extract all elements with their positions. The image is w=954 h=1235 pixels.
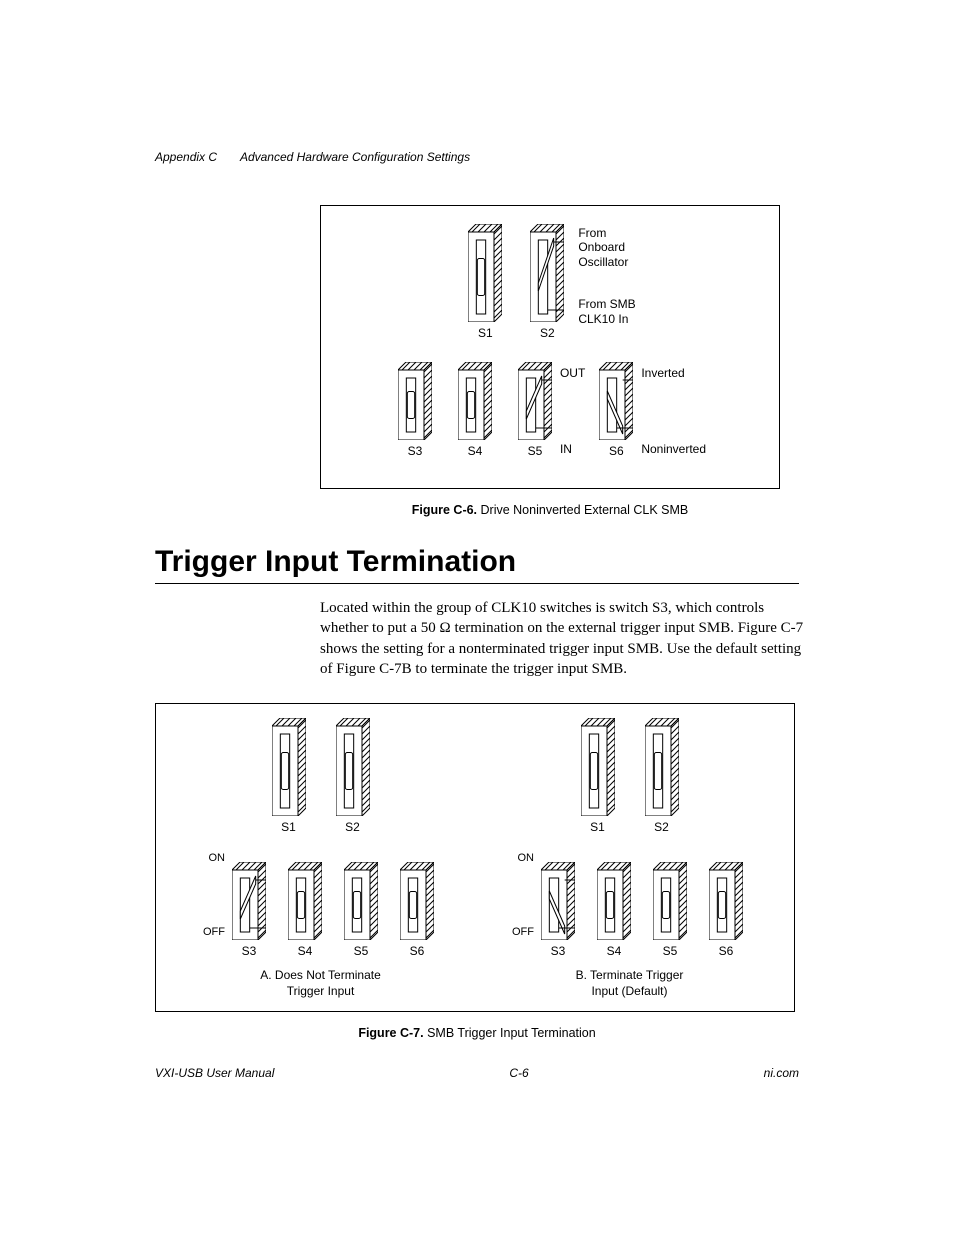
figure-c6-box: S1 S2 From Onboard Oscillator From SMB C… bbox=[320, 205, 780, 489]
switch-s2: S2 bbox=[530, 224, 564, 340]
switch-s1: S1 bbox=[468, 224, 502, 340]
figure-c7-caption: Figure C-7. SMB Trigger Input Terminatio… bbox=[155, 1026, 799, 1040]
switch-a-s2: S2 bbox=[336, 718, 370, 834]
switch-b-s3: S3 bbox=[541, 862, 575, 958]
running-header: Appendix C Advanced Hardware Configurati… bbox=[155, 150, 470, 164]
panel-a-caption: A. Does Not Terminate Trigger Input bbox=[260, 968, 381, 999]
switch-b-s5: S5 bbox=[653, 862, 687, 958]
switch-a-s6: S6 bbox=[400, 862, 434, 958]
footer-left: VXI-USB User Manual bbox=[155, 1066, 274, 1080]
figure-label: Figure C-6. bbox=[412, 503, 481, 517]
body-paragraph: Located within the group of CLK10 switch… bbox=[320, 598, 805, 679]
on-label: ON bbox=[203, 852, 225, 864]
section-heading: Trigger Input Termination bbox=[155, 545, 799, 584]
panel-b-caption: B. Terminate Trigger Input (Default) bbox=[576, 968, 684, 999]
side-labels-s6: Inverted Noninverted bbox=[637, 362, 706, 478]
side-label-noninverted: Noninverted bbox=[641, 442, 706, 456]
switch-a-s4: S4 bbox=[288, 862, 322, 958]
switch-label: S5 bbox=[528, 444, 543, 458]
side-labels-s2: From Onboard Oscillator From SMB CLK10 I… bbox=[578, 224, 635, 344]
switch-b-s6: S6 bbox=[709, 862, 743, 958]
switch-label: S2 bbox=[654, 820, 669, 834]
side-label-bottom: From SMB CLK10 In bbox=[578, 297, 635, 326]
figure-text: SMB Trigger Input Termination bbox=[427, 1026, 596, 1040]
switch-s3: S3 bbox=[398, 362, 432, 458]
side-label-in: IN bbox=[560, 442, 585, 456]
side-label-top: From Onboard Oscillator bbox=[578, 226, 635, 269]
appendix-title: Advanced Hardware Configuration Settings bbox=[240, 150, 470, 164]
switch-a-s5: S5 bbox=[344, 862, 378, 958]
switch-label: S6 bbox=[609, 444, 624, 458]
side-label-inverted: Inverted bbox=[641, 366, 706, 380]
panel-b: S1 S2 ON OFF bbox=[475, 718, 784, 999]
switch-label: S4 bbox=[468, 444, 483, 458]
side-labels-s5: OUT IN bbox=[556, 362, 585, 478]
switch-s4: S4 bbox=[458, 362, 492, 458]
switch-label: S5 bbox=[354, 944, 369, 958]
figure-text: Drive Noninverted External CLK SMB bbox=[481, 503, 689, 517]
switch-label: S4 bbox=[298, 944, 313, 958]
switch-s6: S6 bbox=[599, 362, 633, 458]
off-label: OFF bbox=[203, 926, 225, 938]
off-label: OFF bbox=[512, 926, 534, 938]
switch-label: S6 bbox=[410, 944, 425, 958]
switch-label: S2 bbox=[345, 820, 360, 834]
figure-c6-caption: Figure C-6. Drive Noninverted External C… bbox=[320, 503, 780, 517]
switch-a-s1: S1 bbox=[272, 718, 306, 834]
switch-b-s1: S1 bbox=[581, 718, 615, 834]
footer-right: ni.com bbox=[764, 1066, 799, 1080]
switch-b-s2: S2 bbox=[645, 718, 679, 834]
switch-label: S3 bbox=[408, 444, 423, 458]
switch-label: S1 bbox=[281, 820, 296, 834]
side-labels-b-s3: ON OFF bbox=[512, 850, 537, 958]
figure-c7-box: S1 S2 ON OFF bbox=[155, 703, 795, 1012]
side-label-out: OUT bbox=[560, 366, 585, 380]
side-labels-a-s3: ON OFF bbox=[203, 850, 228, 958]
switch-a-s3: S3 bbox=[232, 862, 266, 958]
switch-label: S4 bbox=[607, 944, 622, 958]
switch-label: S1 bbox=[590, 820, 605, 834]
page-footer: VXI-USB User Manual C-6 ni.com bbox=[155, 1066, 799, 1080]
switch-label: S2 bbox=[540, 326, 555, 340]
switch-label: S6 bbox=[719, 944, 734, 958]
switch-label: S5 bbox=[663, 944, 678, 958]
switch-label: S1 bbox=[478, 326, 493, 340]
appendix-label: Appendix C bbox=[155, 150, 217, 164]
figure-label: Figure C-7. bbox=[358, 1026, 427, 1040]
switch-b-s4: S4 bbox=[597, 862, 631, 958]
panel-a: S1 S2 ON OFF bbox=[166, 718, 475, 999]
footer-center: C-6 bbox=[509, 1066, 528, 1080]
on-label: ON bbox=[512, 852, 534, 864]
switch-label: S3 bbox=[242, 944, 257, 958]
switch-s5: S5 bbox=[518, 362, 552, 458]
switch-label: S3 bbox=[551, 944, 566, 958]
